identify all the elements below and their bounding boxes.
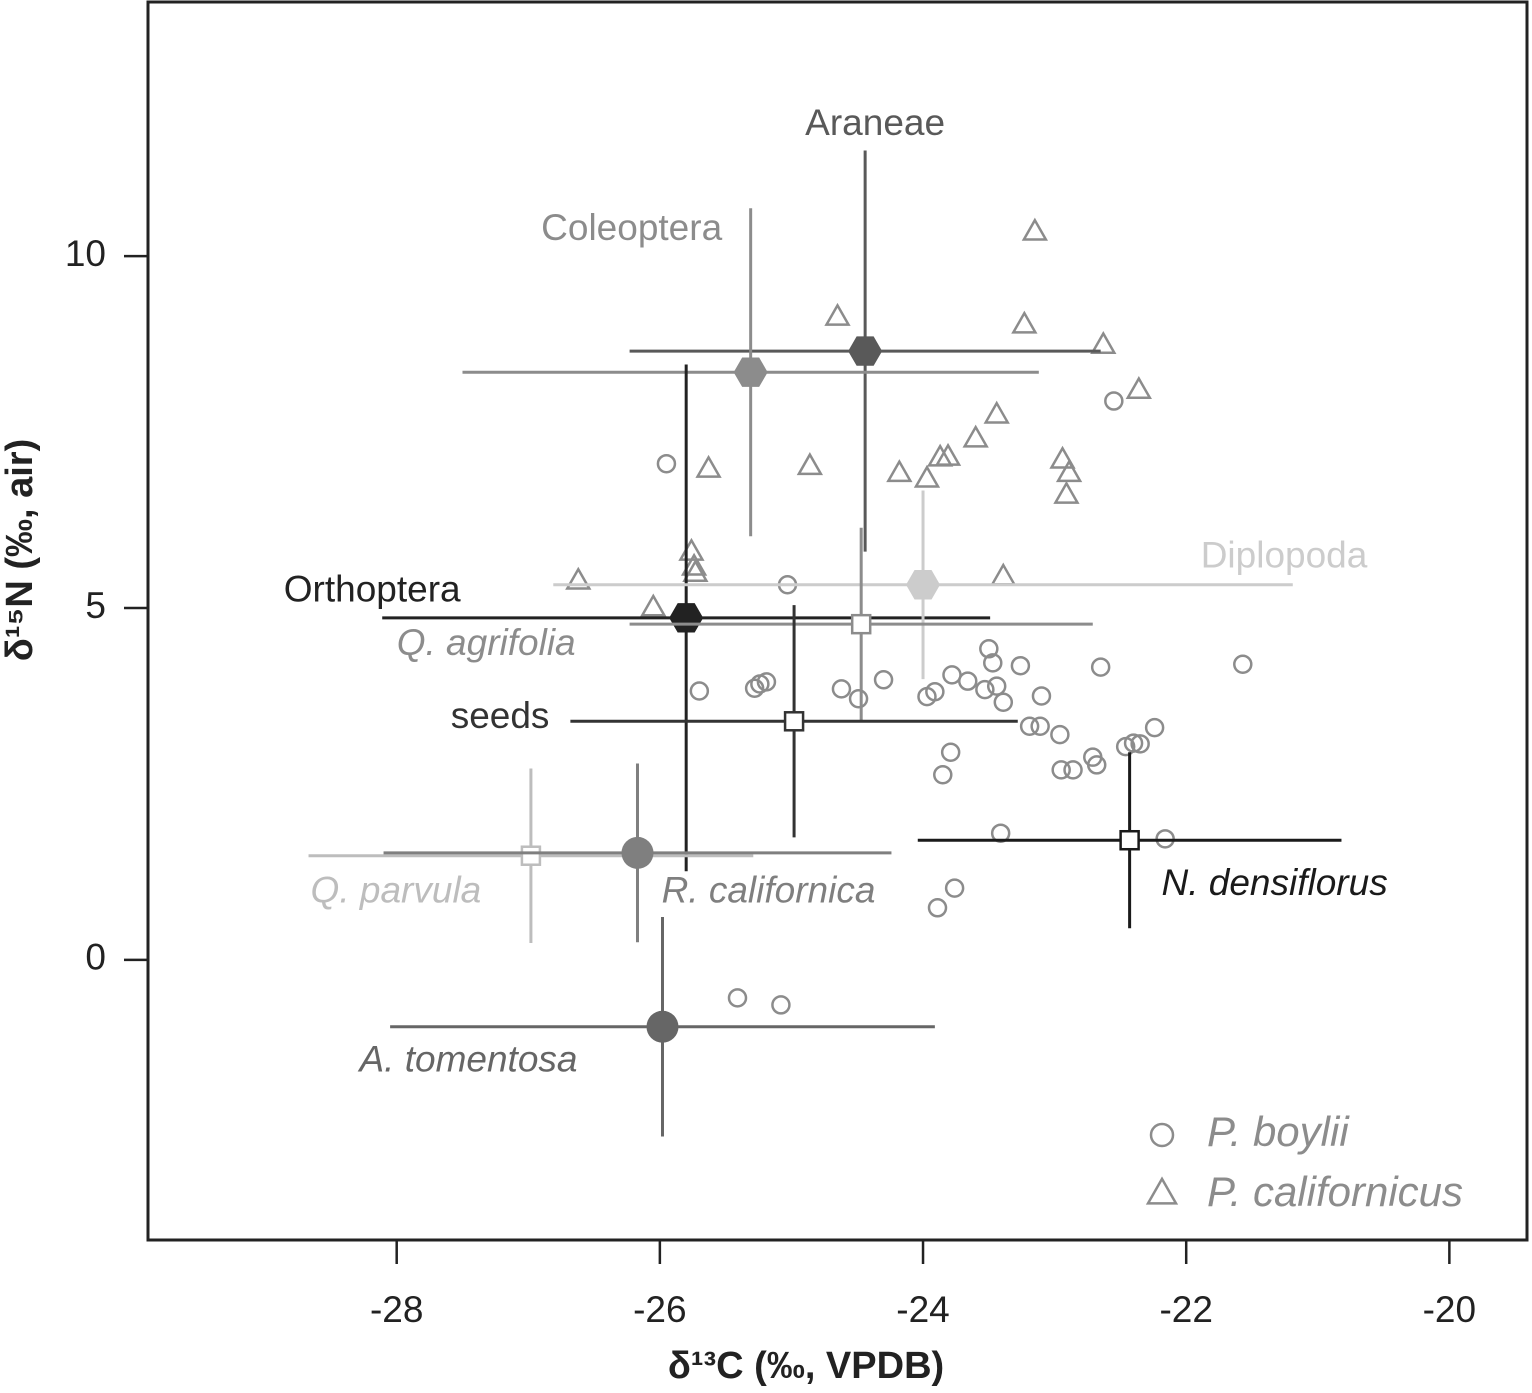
point	[824, 302, 851, 326]
x-tick-label: -24	[896, 1289, 949, 1330]
group-label: Coleoptera	[541, 207, 722, 248]
point	[831, 679, 852, 699]
point	[942, 665, 962, 685]
point	[990, 562, 1017, 586]
group-label: seeds	[451, 695, 550, 736]
group-mean	[1119, 829, 1140, 851]
point	[1021, 217, 1049, 241]
point	[640, 593, 667, 617]
point	[1010, 655, 1031, 676]
group-mean	[646, 1010, 679, 1043]
group-mean	[669, 603, 704, 633]
group-mean	[733, 357, 768, 387]
point	[926, 443, 954, 467]
point	[1011, 310, 1038, 334]
point	[771, 995, 791, 1015]
point	[944, 878, 965, 898]
group-label: R. californica	[662, 870, 876, 911]
point	[727, 988, 748, 1008]
group-label: Diplopoda	[1201, 535, 1368, 576]
legend-marker	[1149, 1122, 1175, 1148]
point	[925, 681, 945, 702]
group-label: Araneae	[805, 102, 945, 143]
group-mean	[848, 336, 883, 366]
point	[1030, 716, 1050, 736]
point	[958, 671, 978, 691]
point	[1104, 391, 1124, 411]
group-mean	[520, 845, 542, 866]
point	[1050, 724, 1070, 745]
point	[1086, 755, 1107, 775]
x-tick-label: -22	[1159, 1289, 1212, 1330]
point	[1051, 760, 1071, 780]
point	[1090, 330, 1117, 355]
legend-label: P. californicus	[1207, 1168, 1463, 1215]
point	[1144, 717, 1165, 738]
point	[913, 464, 941, 488]
point	[1090, 657, 1111, 677]
x-tick-label: -20	[1423, 1289, 1476, 1330]
legend-label: P. boylii	[1207, 1108, 1350, 1155]
x-axis-label: δ¹³C (‰, VPDB)	[668, 1345, 944, 1387]
point	[1123, 733, 1144, 753]
point	[744, 678, 765, 698]
group-mean	[783, 711, 805, 732]
point	[886, 459, 913, 483]
legend-marker	[1145, 1176, 1179, 1205]
group-label: Q. agrifolia	[397, 622, 576, 663]
point	[678, 537, 705, 561]
point	[873, 670, 894, 690]
point	[796, 452, 824, 476]
y-tick-label: 0	[85, 937, 106, 978]
point	[975, 679, 995, 700]
group-label: Q. parvula	[311, 870, 482, 911]
point	[756, 672, 777, 692]
point	[848, 689, 869, 709]
point	[1055, 459, 1083, 483]
point	[565, 566, 592, 590]
point	[1130, 734, 1150, 754]
point	[983, 400, 1010, 424]
point	[979, 639, 999, 659]
point	[934, 442, 962, 466]
point	[680, 552, 708, 576]
point	[695, 454, 722, 478]
point	[682, 559, 709, 583]
point	[1049, 445, 1076, 469]
point	[983, 653, 1003, 673]
group-mean	[621, 836, 654, 869]
y-tick-label: 10	[65, 233, 106, 274]
point	[1063, 760, 1083, 780]
point	[933, 765, 953, 785]
point	[656, 453, 677, 474]
point	[940, 742, 961, 763]
group-mean	[906, 570, 941, 600]
point	[689, 681, 710, 701]
x-tick-label: -28	[370, 1289, 423, 1330]
point	[1031, 686, 1052, 706]
group-mean	[850, 613, 872, 635]
y-axis-label: δ¹⁵N (‰, air)	[0, 439, 41, 661]
point	[1053, 480, 1080, 504]
plot-frame	[146, 0, 1529, 1242]
point	[1125, 376, 1152, 400]
point	[986, 676, 1007, 696]
point	[927, 898, 948, 918]
point	[1019, 716, 1040, 736]
point	[1233, 654, 1253, 675]
group-label: A. tomentosa	[357, 1039, 577, 1080]
y-tick-label: 5	[85, 585, 106, 626]
group-label: Orthoptera	[284, 569, 461, 610]
point	[993, 692, 1014, 713]
point	[962, 424, 989, 448]
group-label: N. densiflorus	[1162, 862, 1388, 903]
x-tick-label: -26	[633, 1289, 686, 1330]
